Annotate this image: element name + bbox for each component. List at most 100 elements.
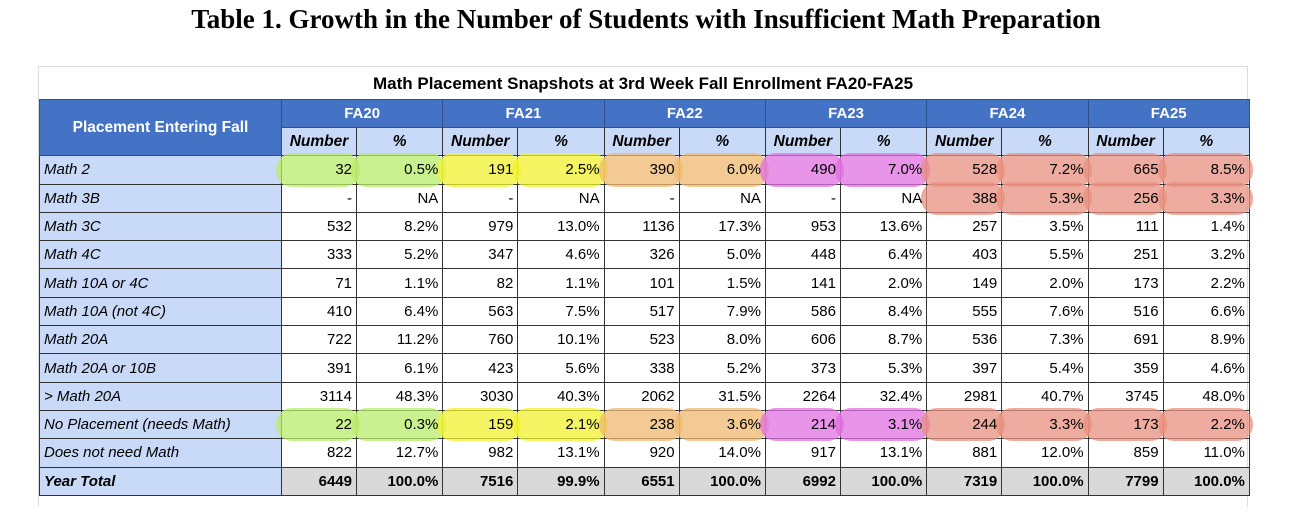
table-row: Math 2 32 0.5% 191 2.5% 390 6.0% 490 7.0% 528 7.2%… — [39, 153, 1253, 187]
cell-value: 423 — [488, 359, 514, 377]
number-subheader: Number — [603, 126, 680, 157]
highlight-mark — [921, 153, 1006, 187]
cell-value: 2264 — [802, 387, 836, 405]
percent-cell: 48.3% — [355, 381, 444, 411]
highlight-mark — [759, 407, 844, 442]
percent-cell: 4.6% — [517, 240, 605, 270]
cell-value: 881 — [972, 444, 998, 462]
highlight-mark — [437, 407, 522, 442]
highlight-mark — [598, 407, 683, 442]
highlight-mark — [834, 153, 931, 187]
term-header-fa24: FA24 — [926, 99, 1089, 128]
number-cell: 373 — [764, 353, 841, 383]
cell-value: 100.0% — [387, 472, 439, 490]
cell-value: 822 — [326, 444, 352, 462]
highlight-mark — [996, 153, 1092, 187]
number-cell: 606 — [764, 325, 841, 355]
number-cell: - — [442, 183, 519, 213]
highlight-mark — [996, 407, 1092, 442]
percent-cell: 8.5% — [1157, 153, 1253, 187]
cell-value: 1.1% — [404, 274, 439, 292]
document-title: Table 1. Growth in the Number of Student… — [191, 4, 1101, 34]
percent-cell: 31.5% — [678, 381, 766, 411]
cell-value: NA — [578, 189, 600, 207]
cell-value: 1136 — [642, 218, 675, 236]
highlight-mark — [921, 407, 1006, 442]
term-header-fa21: FA21 — [442, 99, 605, 128]
table-row: Math 3C 532 8.2% 979 13.0% 1136 17.3% 953 13.6% 2… — [39, 211, 1250, 242]
number-cell: 388 — [921, 181, 1006, 215]
cell-value: 1.5% — [726, 274, 761, 292]
cell-value: 722 — [326, 331, 352, 349]
number-cell: 448 — [764, 240, 841, 270]
percent-cell: 5.0% — [678, 240, 766, 270]
row-label: Math 3B — [39, 183, 282, 213]
percent-cell: 7.3% — [1001, 325, 1089, 355]
percent-cell: 100.0% — [678, 466, 766, 496]
cell-value: 111 — [1135, 218, 1159, 236]
cell-value: 333 — [326, 246, 352, 264]
cell-value: 5.3% — [888, 359, 923, 377]
percent-cell: 5.6% — [517, 353, 605, 383]
number-cell: 214 — [759, 407, 844, 442]
cell-value: 100.0% — [1032, 472, 1084, 490]
cell-value: 3.3% — [1210, 189, 1245, 207]
percent-cell: 11.0% — [1162, 438, 1250, 468]
number-cell: 7319 — [926, 466, 1003, 496]
cell-value: 359 — [1133, 359, 1159, 377]
row-label: Math 20A or 10B — [39, 353, 282, 383]
cell-value: 555 — [972, 302, 998, 320]
highlight-mark — [1082, 153, 1167, 187]
corner-header: Placement Entering Fall — [39, 98, 282, 157]
cell-value: 5.5% — [1049, 246, 1084, 264]
cell-value: 3030 — [479, 387, 514, 405]
cell-value: 5.4% — [1049, 359, 1084, 377]
row-label: Math 20A — [39, 325, 282, 355]
percent-cell: 5.4% — [1001, 353, 1089, 383]
cell-value: 528 — [972, 161, 998, 179]
cell-value: 8.0% — [726, 331, 761, 349]
cell-value: 347 — [488, 246, 514, 264]
cell-value: 6.1% — [404, 359, 439, 377]
cell-value: 2981 — [963, 387, 998, 405]
cell-value: 82 — [496, 274, 514, 292]
cell-value: 7.6% — [1049, 302, 1084, 320]
cell-value: 563 — [488, 302, 514, 320]
number-cell: 333 — [281, 240, 357, 270]
highlight-mark — [673, 153, 769, 187]
number-cell: 586 — [764, 296, 841, 327]
number-cell: 2264 — [764, 381, 841, 411]
number-cell: 665 — [1082, 153, 1167, 187]
percent-cell: 1.1% — [355, 268, 444, 298]
cell-value: 0.5% — [404, 161, 439, 179]
number-cell: 982 — [442, 438, 519, 468]
placement-table: Placement Entering Fall FA20 FA21 FA22 FA23 F… — [39, 98, 1253, 496]
percent-cell: 7.9% — [678, 296, 766, 327]
percent-cell: 7.6% — [1001, 296, 1089, 327]
term-header-fa22: FA22 — [603, 99, 766, 128]
percent-cell: 7.5% — [517, 296, 605, 327]
highlight-mark — [1157, 153, 1253, 187]
number-cell: 159 — [437, 407, 522, 442]
term-header-fa23: FA23 — [764, 99, 928, 128]
cell-value: 5.0% — [726, 246, 761, 264]
cell-value: 403 — [972, 246, 998, 264]
highlight-mark — [512, 153, 608, 187]
number-subheader: Number — [442, 126, 519, 157]
number-cell: 523 — [603, 325, 680, 355]
number-cell: 347 — [442, 240, 519, 270]
number-cell: 563 — [442, 296, 519, 327]
pct-subheader: % — [1162, 126, 1250, 157]
cell-value: 953 — [810, 218, 836, 236]
number-cell: 7799 — [1087, 466, 1164, 496]
percent-cell: 5.3% — [996, 181, 1092, 215]
number-cell: 920 — [603, 438, 680, 468]
cell-value: 390 — [649, 161, 675, 179]
cell-value: 760 — [488, 331, 514, 349]
cell-value: 2.2% — [1210, 274, 1245, 292]
number-cell: 881 — [926, 438, 1003, 468]
number-cell: 859 — [1087, 438, 1164, 468]
cell-value: 256 — [1133, 189, 1159, 207]
term-header-fa25: FA25 — [1087, 99, 1250, 128]
highlight-mark — [276, 153, 360, 187]
